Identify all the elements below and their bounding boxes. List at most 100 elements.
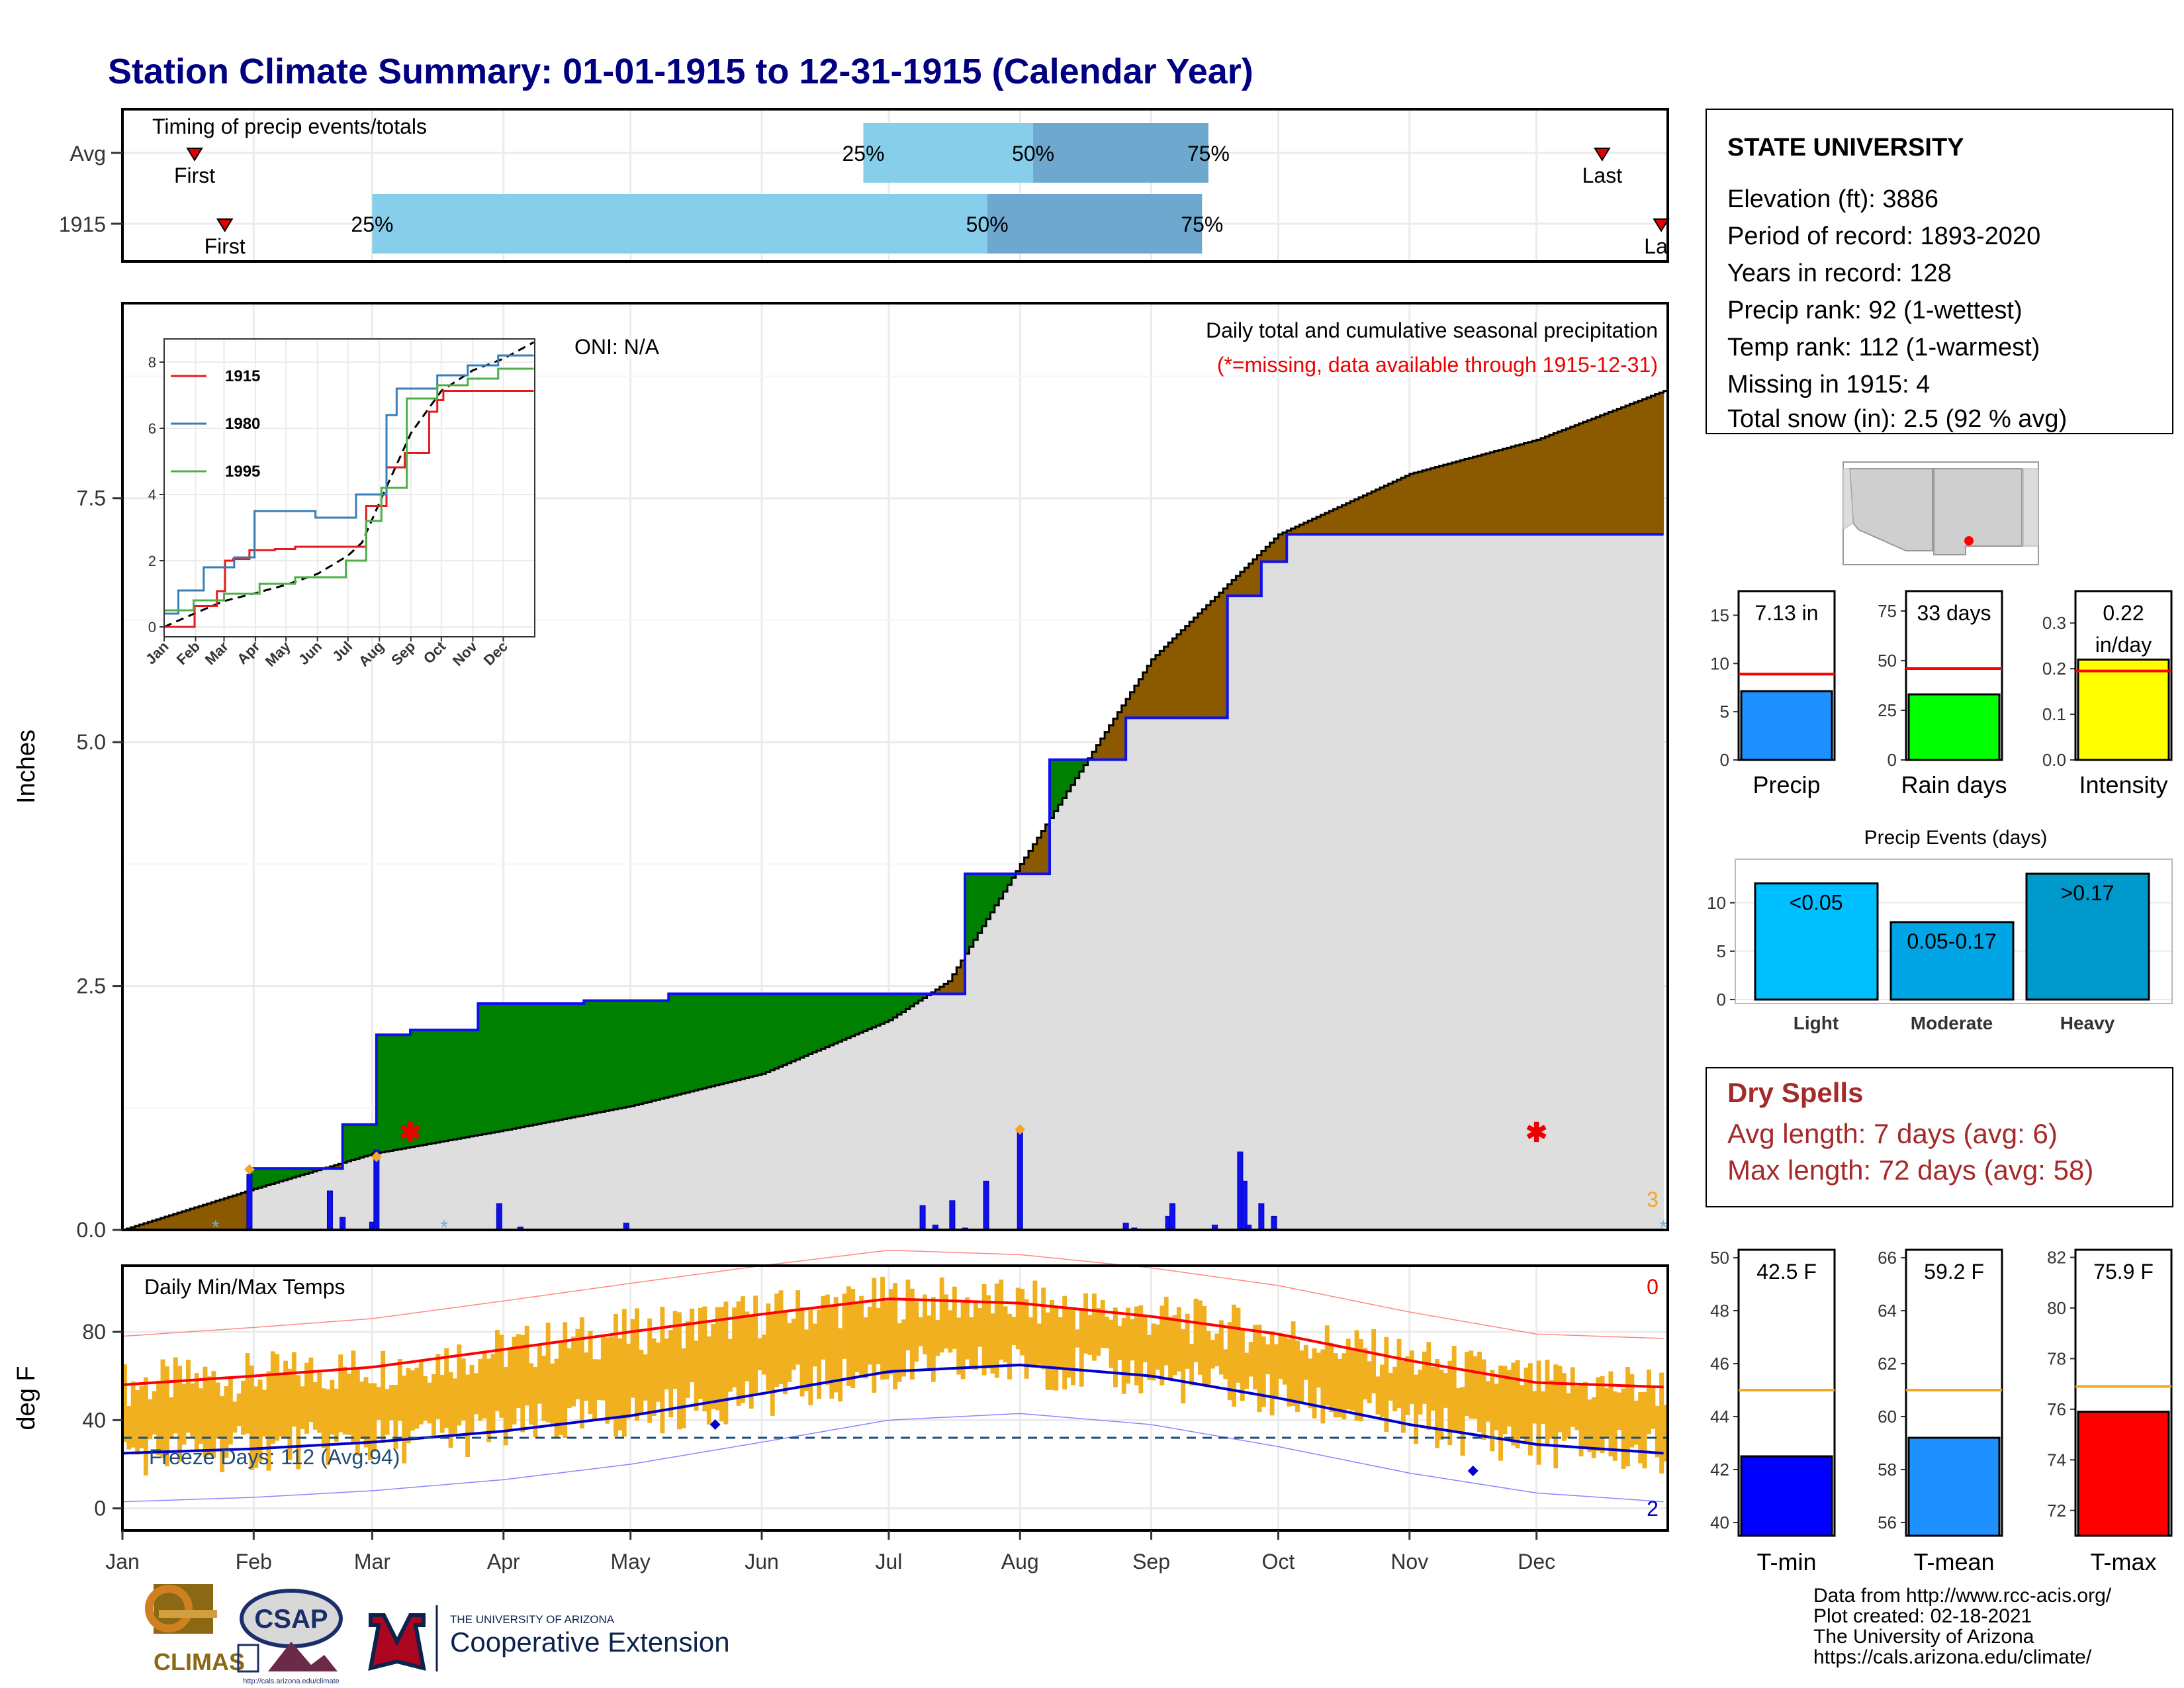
daily-precip-bar <box>1258 1203 1265 1231</box>
heavy-event-marker <box>371 1151 382 1162</box>
daily-temp-range-bar <box>473 1373 478 1415</box>
avg-cumulative-area <box>698 1089 704 1230</box>
wetter-than-avg-area <box>727 994 733 1082</box>
avg-cumulative-area <box>1329 534 1334 1230</box>
drier-than-avg-area <box>194 1207 199 1230</box>
drier-than-avg-area <box>1142 672 1148 718</box>
avg-cumulative-area <box>600 1111 606 1230</box>
summary-y-tick-label: 0.0 <box>2042 750 2066 770</box>
wetter-than-avg-area <box>600 1000 606 1112</box>
daily-temp-range-bar <box>600 1336 606 1401</box>
avg-cumulative-area <box>1181 718 1186 1230</box>
daily-temp-range-bar <box>270 1351 275 1444</box>
precip-border <box>121 302 1669 1231</box>
drier-than-avg-area <box>1295 526 1300 535</box>
precip-y-axis: 0.0 2.5 5.0 7.5 <box>77 487 122 1242</box>
wetter-than-avg-area <box>694 994 699 1091</box>
drier-than-avg-area <box>1621 407 1626 535</box>
drier-than-avg-area <box>1342 505 1347 535</box>
drier-than-avg-area <box>1659 393 1664 535</box>
avg-cumulative-area <box>914 1003 919 1230</box>
daily-temp-range-bar <box>1469 1350 1474 1419</box>
daily-temp-range-bar <box>1511 1362 1516 1446</box>
avg-cumulative-area <box>702 1088 707 1230</box>
daily-temp-range-bar <box>1312 1348 1317 1419</box>
wetter-than-avg-area <box>905 994 911 1009</box>
daily-temp-range-bar <box>1338 1358 1342 1418</box>
wetter-than-avg-area <box>486 1004 492 1134</box>
daily-temp-range-bar <box>499 1335 504 1418</box>
daily-temp-range-bar <box>854 1303 860 1372</box>
avg-cumulative-area <box>1041 874 1046 1230</box>
daily-temp-range-bar <box>1151 1323 1156 1381</box>
avg-cumulative-area <box>452 1139 457 1230</box>
daily-temp-range-bar <box>1617 1392 1622 1430</box>
daily-temp-range-bar <box>656 1342 660 1402</box>
wetter-than-avg-area <box>287 1168 293 1179</box>
daily-temp-range-bar <box>533 1367 538 1438</box>
wetter-than-avg-area <box>753 994 758 1076</box>
drier-than-avg-area <box>156 1219 161 1230</box>
drier-than-avg-area <box>1210 600 1216 718</box>
station-snow: Total snow (in): 2.5 (92 % avg) <box>1727 405 2067 433</box>
daily-temp-range-bar <box>1036 1323 1042 1365</box>
daily-temp-range-bar <box>1320 1349 1326 1424</box>
daily-temp-range-bar <box>1451 1346 1457 1431</box>
daily-temp-range-bar <box>1443 1373 1448 1408</box>
drier-than-avg-area <box>1287 530 1292 535</box>
daily-temp-range-bar <box>469 1364 475 1434</box>
daily-temp-range-bar <box>1367 1361 1372 1404</box>
daily-temp-range-bar <box>296 1375 301 1470</box>
daily-temp-range-bar <box>893 1283 898 1390</box>
wetter-than-avg-area <box>529 1004 534 1126</box>
wetter-than-avg-area <box>1079 759 1084 772</box>
daily-temp-range-bar <box>614 1314 618 1436</box>
avg-cumulative-area <box>317 1170 322 1230</box>
avg-cumulative-area <box>1007 884 1013 1230</box>
wetter-than-avg-area <box>969 874 974 947</box>
wetter-than-avg-area <box>363 1124 369 1156</box>
temp-summary-bars: 40 42 44 46 48 50 42.5 F T-min 56 58 60 62 64 66 59.2 … <box>1710 1247 2173 1575</box>
drier-than-avg-area <box>1202 609 1207 718</box>
daily-temp-range-bar <box>782 1310 788 1395</box>
daily-temp-range-bar <box>723 1301 729 1425</box>
daily-temp-range-bar <box>1117 1325 1122 1360</box>
precip-event-bar <box>1754 882 1879 1001</box>
drier-than-avg-area <box>1481 454 1486 535</box>
daily-temp-range-bar <box>1295 1340 1300 1413</box>
avg-min-temp-line <box>122 1363 1664 1455</box>
avg-cumulative-area <box>1359 534 1363 1230</box>
avg-cumulative-area <box>859 1033 864 1230</box>
record-high-count: 0 <box>1647 1275 1659 1299</box>
wetter-than-avg-area <box>402 1035 407 1149</box>
avg-cumulative-area <box>1142 718 1148 1230</box>
avg-cumulative-area <box>1642 534 1647 1230</box>
daily-precip-bar <box>1169 1203 1176 1231</box>
avg-cumulative-area <box>1134 718 1139 1230</box>
summary-category-label: Rain days <box>1901 771 2007 798</box>
drier-than-avg-area <box>1566 428 1571 535</box>
avg-cumulative-area <box>563 1119 568 1230</box>
drier-than-avg-area <box>1574 425 1580 535</box>
wetter-than-avg-area <box>554 1004 559 1121</box>
drier-than-avg-area <box>1041 831 1046 874</box>
daily-temp-range-bar <box>960 1303 966 1380</box>
avg-cumulative-area <box>1460 534 1465 1230</box>
avg-cumulative-area <box>1032 874 1038 1230</box>
events-y-tick-label: 10 <box>1707 893 1726 913</box>
drier-than-avg-area <box>1371 491 1377 535</box>
daily-precip-bar <box>326 1190 333 1231</box>
precip-event-category-label: Light <box>1794 1013 1839 1033</box>
precip-y-tick-label: 7.5 <box>77 487 106 510</box>
daily-temp-range-bar <box>1553 1364 1559 1469</box>
avg-cumulative-area <box>1232 596 1237 1230</box>
daily-temp-range-bar <box>444 1348 449 1429</box>
avg-cumulative-area <box>338 1168 343 1230</box>
precip-event-value-label: >0.17 <box>2061 881 2115 905</box>
timing-label: Timing of precip events/totals <box>152 115 427 138</box>
avg-cumulative-area <box>626 1107 631 1230</box>
daily-temp-range-bar <box>1168 1317 1173 1379</box>
wetter-than-avg-area <box>418 1029 424 1146</box>
avg-cumulative-area <box>1596 534 1601 1230</box>
avg-cumulative-area <box>1117 759 1122 1230</box>
